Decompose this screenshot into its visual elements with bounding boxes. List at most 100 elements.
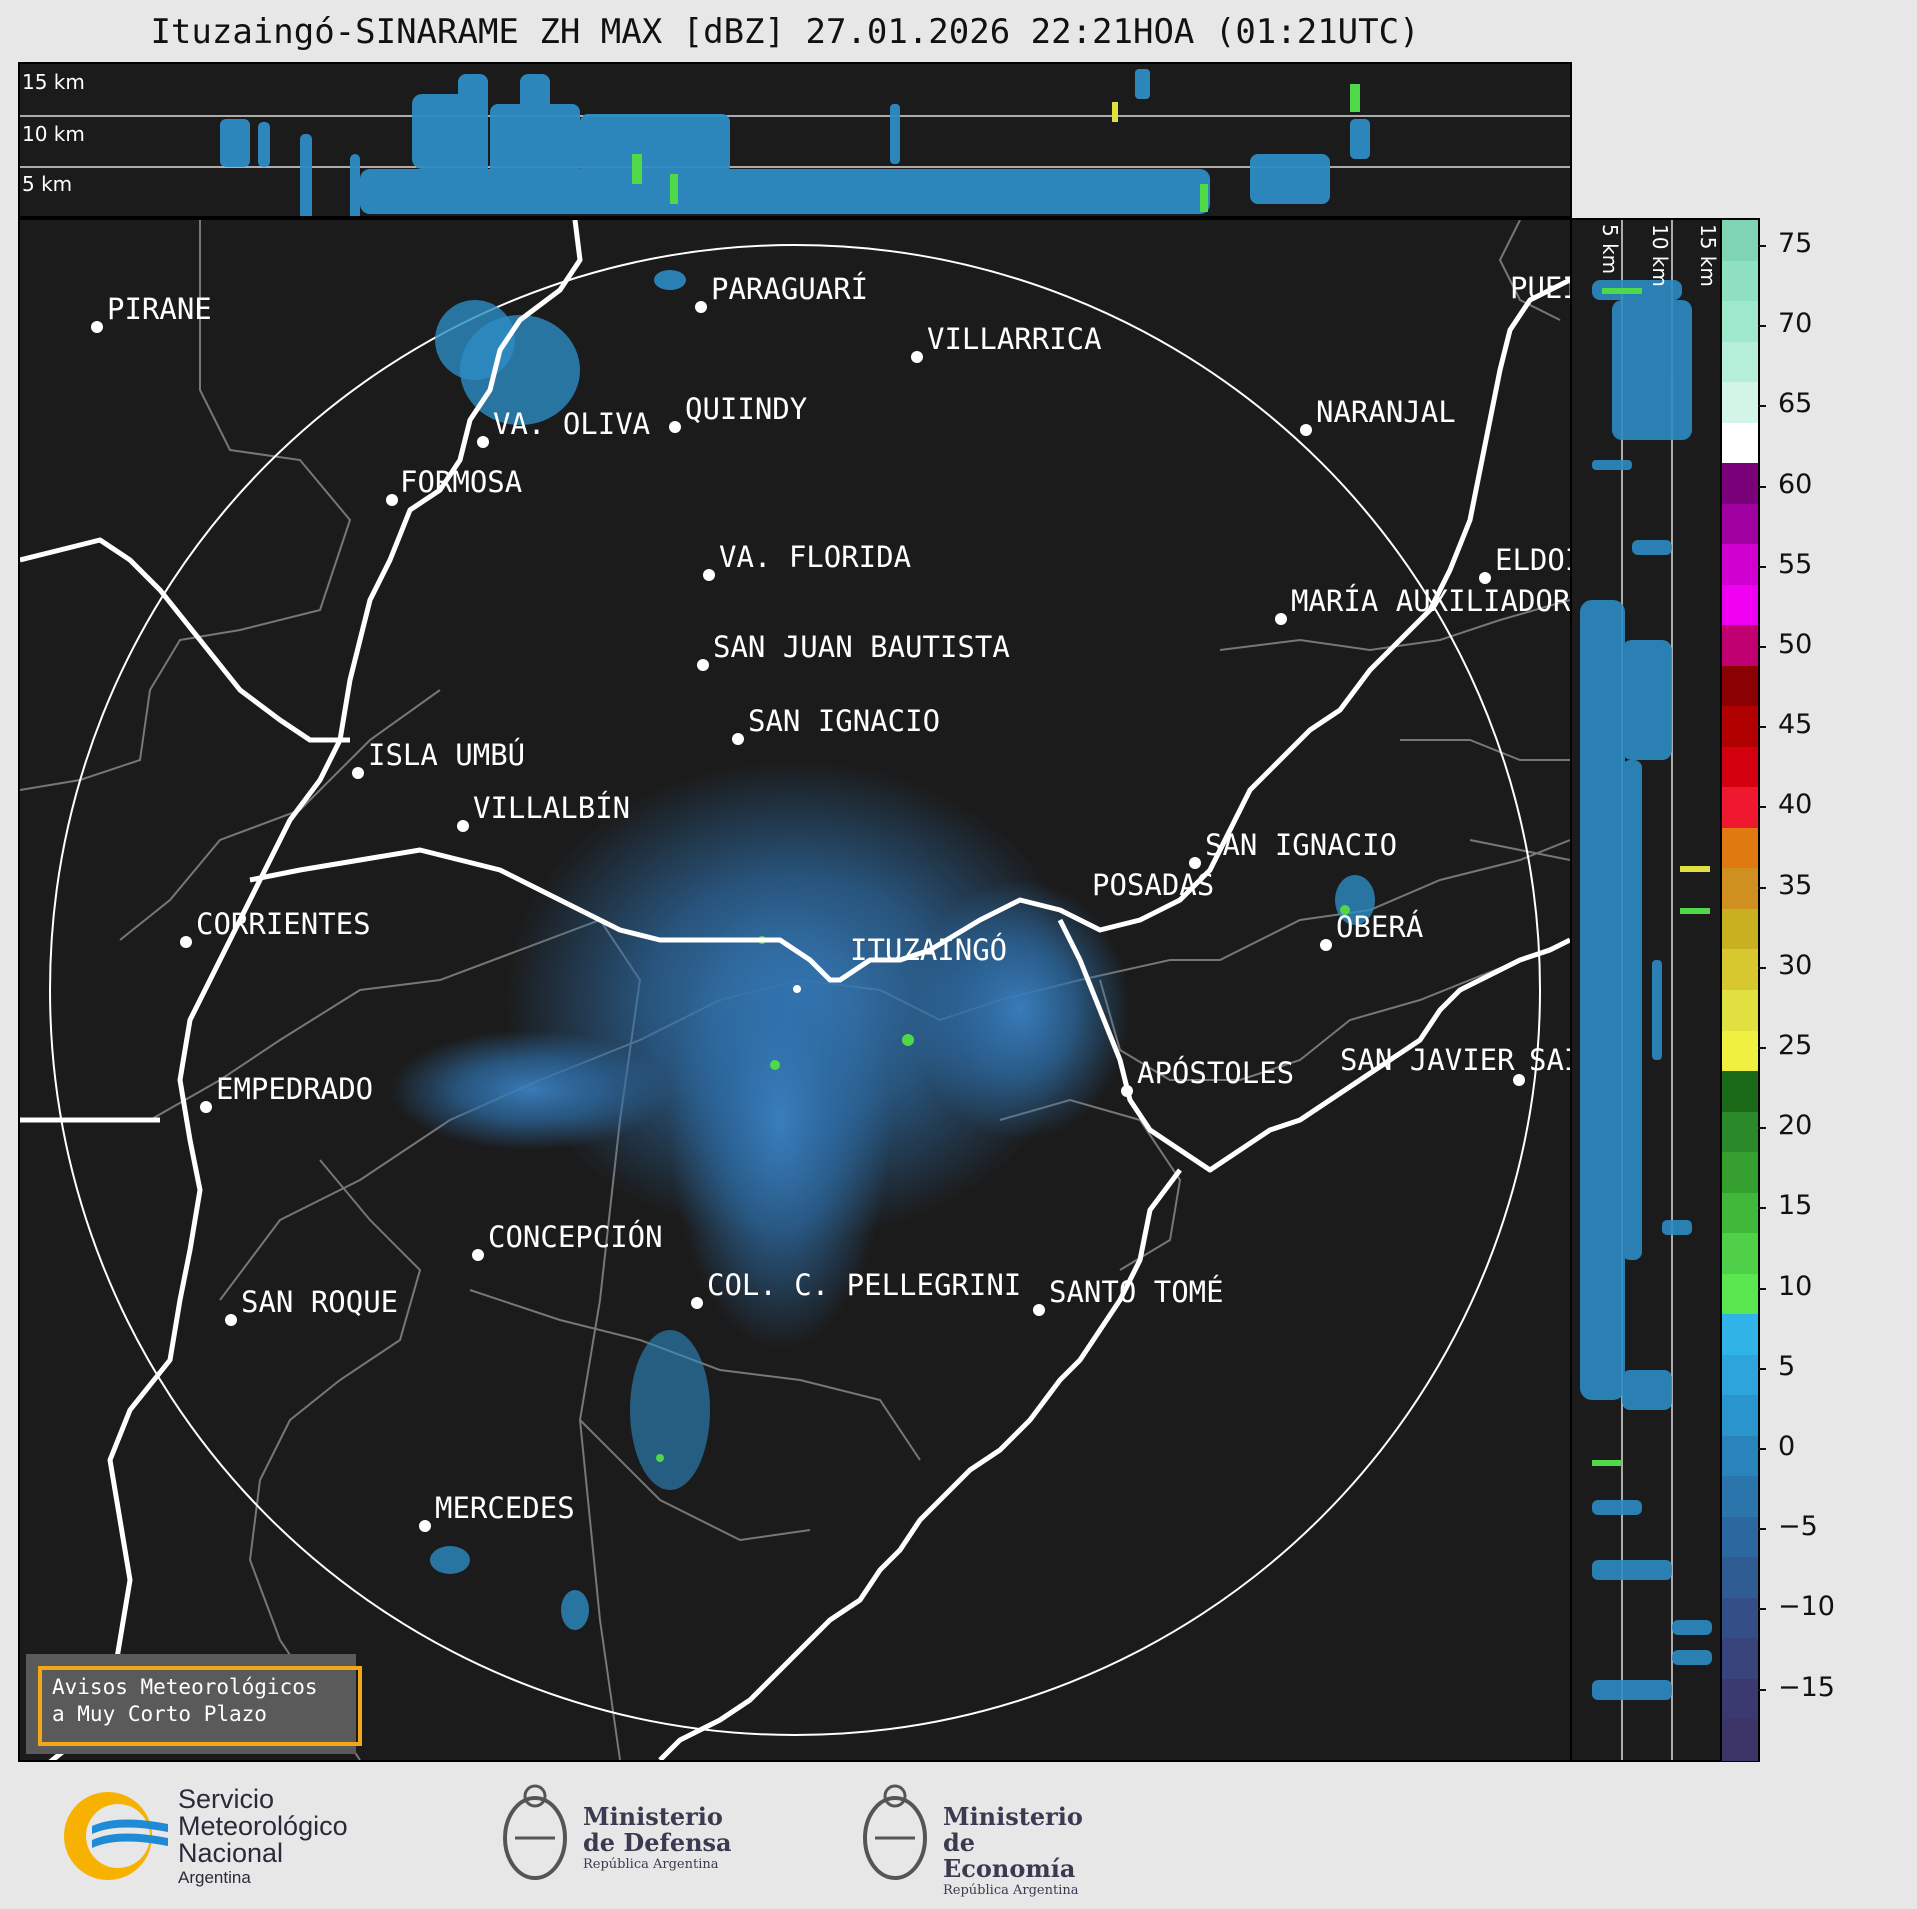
- side-height-profile-panel: 5 km 10 km 15 km: [1570, 218, 1722, 1762]
- city-marker: [669, 421, 681, 433]
- colorbar-segment: [1722, 301, 1758, 343]
- city-label-pirane: PIRANE: [107, 292, 212, 326]
- colorbar-segment: [1722, 827, 1758, 870]
- city-marker: [1300, 424, 1312, 436]
- city-label-mercedes: MERCEDES: [435, 1491, 575, 1525]
- side-height-label-10: 10 km: [1648, 224, 1672, 287]
- colorbar-segment: [1722, 382, 1758, 424]
- radar-map: PIRANE PARAGUARÍ VILLARRICA QUIINDY VA. …: [20, 220, 1570, 1760]
- city-marker: [352, 767, 364, 779]
- radar-map-panel[interactable]: PIRANE PARAGUARÍ VILLARRICA QUIINDY VA. …: [18, 218, 1572, 1762]
- side-height-label-15: 15 km: [1696, 224, 1720, 287]
- colorbar-segment: [1722, 1192, 1758, 1235]
- colorbar-tick-label: 40: [1778, 789, 1813, 821]
- city-marker: [703, 569, 715, 581]
- city-label-san-ignacio-ar: SAN IGNACIO: [1205, 828, 1397, 862]
- colorbar-tick-label: 45: [1778, 709, 1813, 741]
- defensa-logo: Ministerio de Defensa República Argentin…: [495, 1776, 755, 1896]
- colorbar-segment: [1722, 706, 1758, 748]
- radar-echo-field: [390, 270, 1375, 1630]
- colorbar-tick: [1758, 1608, 1766, 1611]
- colorbar: [1720, 218, 1760, 1762]
- coat-of-arms-icon: [863, 1784, 927, 1880]
- colorbar-segment: [1722, 1395, 1758, 1437]
- city-marker: [180, 936, 192, 948]
- colorbar-tick: [1758, 806, 1766, 809]
- top-echo-strong: [632, 84, 1360, 212]
- city-label-va-florida: VA. FLORIDA: [719, 540, 911, 574]
- coat-of-arms-icon: [503, 1784, 567, 1880]
- smn-line-1: Servicio: [178, 1784, 275, 1814]
- colorbar-segment: [1722, 949, 1758, 991]
- colorbar-segment: [1722, 220, 1758, 262]
- colorbar-tick-label: 0: [1778, 1431, 1796, 1462]
- colorbar-segment: [1722, 1435, 1758, 1478]
- city-marker: [911, 351, 923, 363]
- radar-range-ring: [49, 244, 1541, 1736]
- top-profile-plot: [20, 69, 1570, 216]
- top-height-profile-panel: 15 km 10 km 5 km: [18, 62, 1572, 218]
- city-label-posadas: POSADAS: [1092, 868, 1214, 902]
- colorbar-tick: [1758, 1448, 1766, 1450]
- colorbar-tick: [1758, 1047, 1766, 1049]
- colorbar-segment: [1722, 1597, 1758, 1640]
- chart-title: Ituzaingó-SINARAME ZH MAX [dBZ] 27.01.20…: [150, 12, 1420, 52]
- city-marker: [732, 733, 744, 745]
- colorbar-tick-label: 30: [1778, 949, 1813, 981]
- city-label-col-c-pellegrini: COL. C. PELLEGRINI: [707, 1268, 1021, 1302]
- city-marker: [386, 494, 398, 506]
- city-label-naranjal: NARANJAL: [1316, 395, 1456, 429]
- side-echo-returns: [1580, 280, 1712, 1700]
- colorbar-tick-label: 65: [1778, 388, 1813, 420]
- warning-line-1: Avisos Meteorológicos: [52, 1675, 318, 1699]
- colorbar-segment: [1722, 1273, 1758, 1316]
- economia-logo: Ministerio de Economía República Argenti…: [855, 1776, 1115, 1898]
- colorbar-segment: [1722, 1111, 1758, 1154]
- city-marker: [472, 1249, 484, 1261]
- city-marker: [477, 436, 489, 448]
- top-height-label-15: 15 km: [22, 70, 85, 94]
- city-label-concepcion: CONCEPCIÓN: [488, 1220, 663, 1254]
- colorbar-tick: [1758, 1688, 1766, 1691]
- colorbar-tick-label: 15: [1778, 1190, 1813, 1222]
- colorbar-tick: [1758, 726, 1766, 729]
- side-profile-plot: [1580, 220, 1712, 1760]
- colorbar-segment: [1722, 1071, 1758, 1113]
- city-label-quiindy: QUIINDY: [685, 392, 807, 426]
- city-label-sai: SAI: [1529, 1043, 1570, 1077]
- colorbar-tick-label: 55: [1778, 548, 1813, 580]
- colorbar-tick-label: 50: [1778, 629, 1813, 660]
- city-marker: [200, 1101, 212, 1113]
- top-height-label-5: 5 km: [22, 172, 73, 196]
- colorbar-tick-label: −5: [1778, 1511, 1818, 1543]
- city-label-santo-tome: SANTO TOMÉ: [1049, 1275, 1224, 1309]
- colorbar-tick: [1758, 245, 1766, 247]
- international-borders: [20, 220, 1570, 1760]
- top-echo-returns: [220, 69, 1370, 216]
- colorbar-tick: [1758, 1127, 1766, 1130]
- city-label-villarrica: VILLARRICA: [927, 322, 1102, 356]
- colorbar-segment: [1722, 463, 1758, 505]
- city-marker: [1479, 572, 1491, 584]
- city-marker: [1275, 613, 1287, 625]
- city-marker: [457, 820, 469, 832]
- city-marker: [691, 1297, 703, 1309]
- economia-line-2: de Economía: [943, 1828, 1076, 1883]
- city-label-ituzaingo: ITUZAINGÓ: [850, 933, 1007, 967]
- colorbar-segment: [1722, 868, 1758, 910]
- colorbar-tick-label: 75: [1778, 228, 1813, 259]
- colorbar-tick-label: 10: [1778, 1270, 1813, 1302]
- city-marker: [419, 1520, 431, 1532]
- colorbar-tick: [1758, 966, 1766, 969]
- colorbar-tick-label: 60: [1778, 468, 1813, 500]
- city-label-corrientes: CORRIENTES: [196, 907, 371, 941]
- city-marker: [225, 1314, 237, 1326]
- defensa-line-3: República Argentina: [583, 1857, 719, 1872]
- colorbar-segment: [1722, 1152, 1758, 1194]
- warning-box[interactable]: Avisos Meteorológicos a Muy Corto Plazo: [26, 1654, 362, 1754]
- colorbar-tick: [1758, 485, 1766, 488]
- defensa-line-2: de Defensa: [583, 1828, 732, 1857]
- colorbar-segment: [1722, 1030, 1758, 1073]
- city-label-villalbin: VILLALBÍN: [473, 791, 630, 825]
- economia-line-1: Ministerio: [943, 1802, 1083, 1831]
